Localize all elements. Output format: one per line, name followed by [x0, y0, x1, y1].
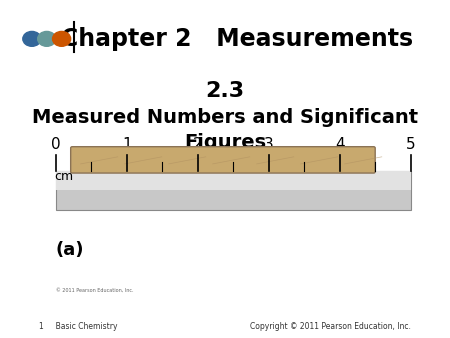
Circle shape — [23, 31, 41, 46]
Text: 1: 1 — [122, 137, 131, 152]
Text: 2: 2 — [193, 137, 202, 152]
Text: Measured Numbers and Significant
Figures: Measured Numbers and Significant Figures — [32, 108, 418, 152]
Text: 5: 5 — [406, 137, 415, 152]
Bar — [56, 171, 411, 210]
Circle shape — [53, 31, 71, 46]
Text: 4: 4 — [335, 137, 345, 152]
Text: cm: cm — [54, 170, 73, 183]
Circle shape — [38, 31, 56, 46]
Text: 3: 3 — [264, 137, 274, 152]
Text: 0: 0 — [51, 137, 61, 152]
Text: (a): (a) — [56, 241, 84, 259]
Bar — [56, 171, 411, 190]
Text: 1     Basic Chemistry: 1 Basic Chemistry — [39, 322, 118, 331]
Text: 2.3: 2.3 — [206, 81, 244, 101]
Text: Copyright © 2011 Pearson Education, Inc.: Copyright © 2011 Pearson Education, Inc. — [250, 322, 411, 331]
Text: © 2011 Pearson Education, Inc.: © 2011 Pearson Education, Inc. — [56, 288, 133, 293]
FancyBboxPatch shape — [71, 147, 375, 173]
Text: Chapter 2   Measurements: Chapter 2 Measurements — [61, 27, 414, 51]
